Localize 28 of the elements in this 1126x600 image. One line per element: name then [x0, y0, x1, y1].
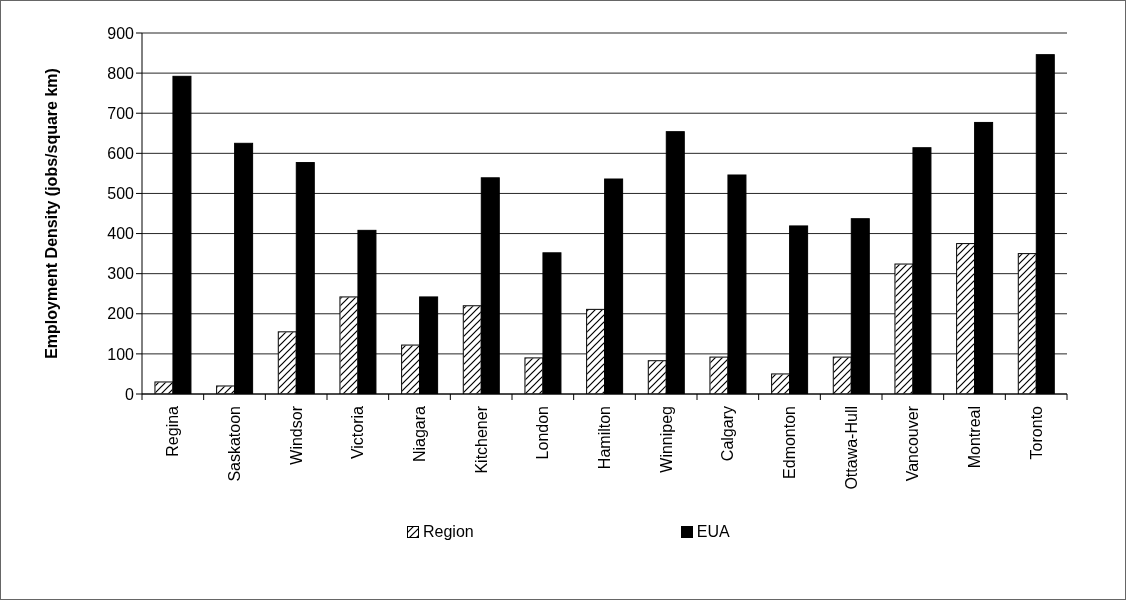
x-tick-label: Victoria: [349, 405, 367, 460]
x-tick-label: Calgary: [719, 406, 737, 462]
x-tick-label: Hamilton: [596, 406, 613, 470]
y-axis-title: Employment Density (jobs/square km): [42, 68, 60, 359]
x-tick-label: Kitchener: [472, 405, 490, 474]
y-tick-label: 700: [107, 104, 135, 122]
x-tick-label: London: [534, 406, 552, 460]
y-tick-label: 400: [107, 225, 135, 243]
x-tick-label: Regina: [164, 405, 182, 457]
x-tick-label: Windsor: [287, 405, 305, 465]
x-tick-label: Ottawa-Hull: [842, 406, 860, 490]
y-tick-label: 900: [107, 24, 135, 42]
legend-label: EUA: [696, 523, 730, 541]
x-tick-label: Vancouver: [904, 405, 922, 482]
x-tick-label: Winnipeg: [657, 406, 675, 473]
y-tick-label: 0: [125, 385, 135, 403]
y-tick-label: 300: [107, 265, 135, 283]
x-tick-label: Edmonton: [781, 406, 798, 479]
y-tick-label: 600: [107, 145, 135, 163]
legend-label: Region: [423, 523, 474, 541]
y-tick-label: 500: [107, 185, 135, 203]
x-tick-label: Niagara: [411, 405, 428, 463]
x-tick-label: Montreal: [966, 406, 983, 469]
y-tick-label: 100: [107, 345, 135, 363]
y-tick-label: 200: [107, 305, 135, 323]
x-tick-label: Saskatoon: [226, 406, 243, 482]
x-tick-label: Toronto: [1027, 405, 1045, 460]
y-tick-label: 800: [107, 64, 135, 82]
